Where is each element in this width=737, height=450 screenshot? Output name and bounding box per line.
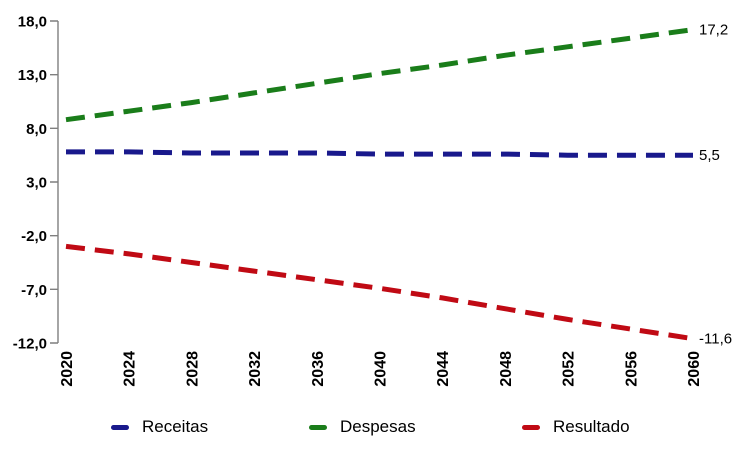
series-end-value-label: -11,6 <box>699 331 732 348</box>
x-axis-tick-label: 2028 <box>184 351 201 387</box>
x-axis-tick-label: 2040 <box>373 351 390 387</box>
x-axis-tick-label: 2044 <box>435 351 452 387</box>
series-line-despesas <box>65 27 694 123</box>
x-axis-tick-label: 2036 <box>310 351 327 387</box>
x-axis-tick-label: 2048 <box>498 351 515 387</box>
x-axis-tick-label: 2032 <box>247 351 264 387</box>
series-end-value-label: 17,2 <box>699 22 728 39</box>
y-axis-tick-label: 8,0 <box>26 121 47 138</box>
x-axis-tick-label: 2020 <box>59 351 76 387</box>
series-end-value-label: 5,5 <box>699 147 720 164</box>
series-line-resultado <box>65 243 694 342</box>
y-axis-tick-label: 18,0 <box>18 14 47 31</box>
x-axis-tick-label: 2052 <box>561 351 578 387</box>
y-axis-tick-label: -2,0 <box>21 228 47 245</box>
y-axis-tick-label: -7,0 <box>21 282 47 299</box>
y-axis-tick-label: -12,0 <box>13 336 47 353</box>
y-axis-tick-label: 3,0 <box>26 175 47 192</box>
x-axis-tick-label: 2060 <box>686 351 703 387</box>
y-axis-tick-label: 13,0 <box>18 67 47 84</box>
x-axis-tick-label: 2056 <box>623 351 640 387</box>
x-axis-tick-label: 2024 <box>122 351 139 387</box>
series-line-receitas <box>66 149 693 158</box>
y-axis <box>50 20 59 344</box>
